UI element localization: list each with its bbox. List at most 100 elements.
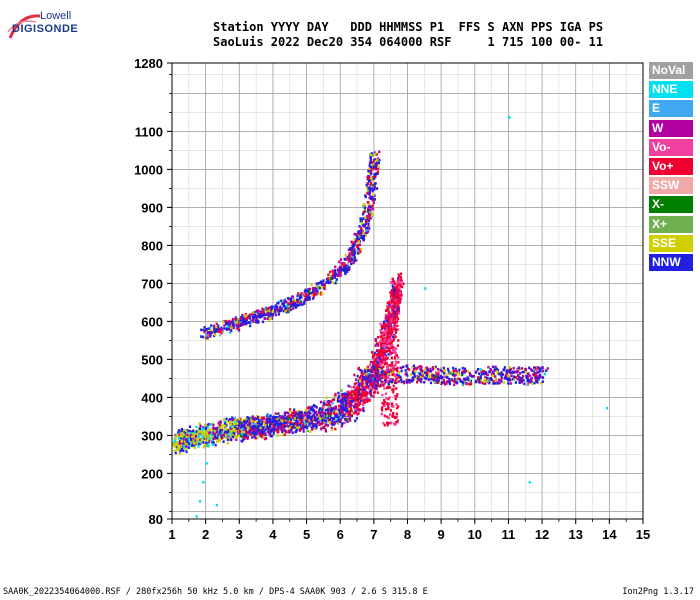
echo-point (469, 373, 472, 377)
echo-point (223, 421, 227, 425)
echo-point (365, 215, 369, 218)
echo-point (267, 314, 270, 318)
echo-point (329, 274, 332, 278)
echo-point (358, 243, 361, 247)
echo-point (326, 277, 330, 280)
echo-point (325, 396, 328, 399)
echo-point (336, 414, 339, 418)
echo-point (192, 434, 196, 437)
echo-point (285, 411, 288, 414)
echo-point (424, 287, 427, 290)
echo-point (203, 434, 207, 437)
echo-point (303, 418, 306, 422)
echo-point (358, 376, 362, 380)
echo-point (341, 400, 344, 404)
echo-point (371, 369, 374, 372)
echo-point (254, 429, 258, 432)
echo-point (435, 379, 438, 383)
echo-point (391, 348, 395, 352)
echo-point (320, 286, 324, 290)
echo-point (390, 289, 393, 293)
echo-point (236, 323, 239, 327)
echo-point (398, 274, 401, 278)
echo-point (244, 322, 248, 326)
echo-point (291, 431, 294, 435)
echo-point (336, 397, 340, 401)
echo-point (392, 327, 395, 331)
echo-point (346, 257, 349, 261)
echo-point (288, 424, 291, 428)
echo-point (382, 352, 386, 356)
echo-point (393, 312, 396, 316)
echo-point (371, 167, 374, 170)
echo-point (369, 178, 372, 182)
echo-point (508, 378, 511, 382)
echo-point (319, 400, 323, 404)
echo-point (250, 425, 253, 429)
echo-point (523, 382, 526, 386)
echo-point (351, 399, 354, 403)
echo-point (378, 353, 382, 357)
echo-point (393, 422, 396, 426)
echo-point (434, 365, 437, 369)
echo-point (276, 427, 279, 431)
echo-point (266, 312, 270, 315)
echo-point (316, 413, 319, 417)
echo-point (202, 441, 205, 444)
echo-point (271, 310, 275, 313)
echo-point (364, 216, 367, 219)
echo-point (381, 369, 384, 373)
echo-point (305, 411, 308, 415)
y-tick-label: 1100 (135, 124, 163, 139)
echo-point (346, 398, 350, 402)
echo-point (375, 364, 379, 367)
echo-point (360, 369, 363, 373)
echo-point (360, 371, 363, 375)
echo-point (380, 412, 383, 416)
echo-point (331, 402, 334, 405)
echo-point (458, 368, 461, 372)
echo-point (361, 379, 364, 382)
echo-point (419, 368, 422, 371)
echo-point (304, 422, 307, 426)
echo-point (417, 372, 420, 375)
echo-point (208, 428, 211, 431)
echo-point (222, 418, 226, 421)
echo-point (192, 443, 196, 447)
echo-point (456, 371, 460, 375)
echo-point (390, 303, 393, 307)
echo-point (383, 333, 386, 337)
echo-point (221, 436, 224, 440)
echo-point (453, 383, 456, 387)
echo-point (296, 426, 299, 430)
echo-point (353, 252, 356, 256)
echo-point (464, 377, 467, 381)
echo-point (248, 430, 251, 433)
echo-point (321, 414, 324, 417)
echo-point (427, 377, 431, 381)
echo-point (340, 424, 344, 428)
echo-point (372, 201, 375, 205)
echo-point (257, 431, 261, 435)
echo-point (335, 279, 338, 283)
echo-point (355, 396, 358, 400)
echo-points (172, 116, 609, 518)
echo-point (209, 431, 212, 434)
echo-point (490, 378, 494, 382)
echo-point (391, 378, 395, 381)
echo-point (307, 289, 310, 292)
echo-point (241, 427, 244, 431)
echo-point (382, 360, 386, 364)
echo-point (372, 379, 375, 383)
echo-point (381, 405, 384, 409)
echo-point (337, 412, 341, 416)
echo-point (229, 434, 232, 438)
echo-point (263, 312, 266, 315)
echo-point (362, 400, 365, 403)
echo-point (375, 153, 378, 156)
echo-point (278, 300, 281, 304)
echo-point (370, 152, 373, 155)
echo-point (375, 359, 378, 363)
echo-point (246, 416, 249, 419)
echo-point (480, 372, 484, 376)
